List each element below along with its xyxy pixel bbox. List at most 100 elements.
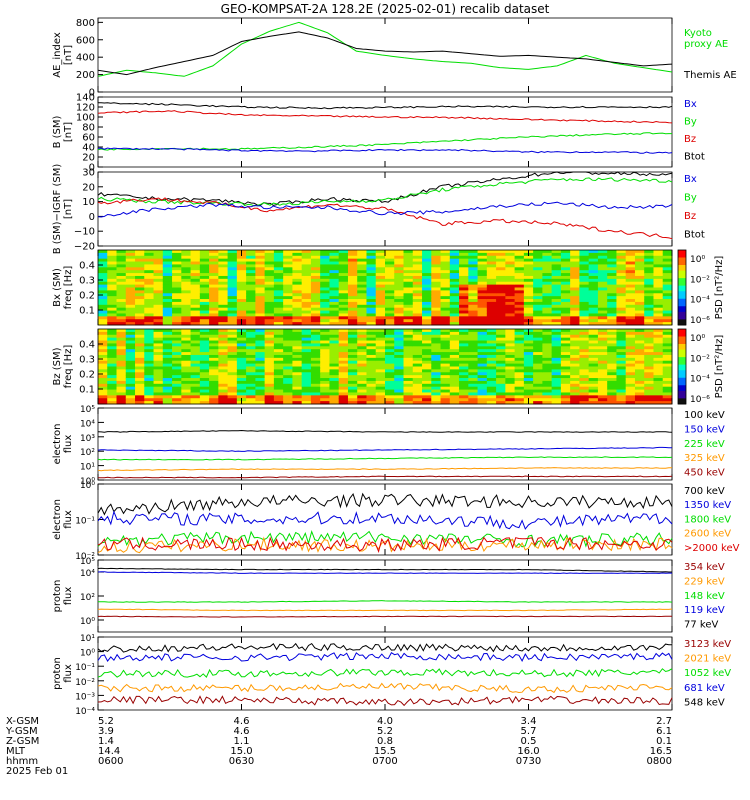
spectrogram-cell (264, 346, 275, 350)
spectrogram-cell (597, 357, 608, 362)
spectrogram-cell (172, 331, 182, 336)
spectrogram-cell (135, 264, 145, 268)
spectrogram-cell (375, 369, 386, 373)
spectrogram-cell (218, 369, 229, 373)
spectrogram-cell (505, 369, 516, 373)
spectrogram-cell (653, 261, 664, 265)
spectrogram-cell (514, 346, 525, 350)
spectrogram-cell (227, 287, 238, 291)
spectrogram-cell (431, 278, 442, 283)
spectrogram-cell (347, 392, 358, 396)
spectrogram-cell (375, 307, 386, 312)
spectrogram-cell (523, 284, 534, 288)
spectrogram-cell (579, 270, 590, 274)
spectrogram-cell (468, 293, 479, 297)
spectrogram-cell (283, 395, 293, 399)
spectrogram-cell (505, 284, 516, 288)
spectrogram-cell (449, 331, 460, 336)
spectrogram-cell (116, 319, 127, 323)
spectrogram-cell (172, 378, 182, 382)
spectrogram-cell (375, 316, 386, 320)
spectrogram-cell (477, 395, 488, 399)
spectrogram-cell (107, 322, 118, 326)
spectrogram-cell (338, 346, 349, 350)
spectrogram-cell (329, 304, 340, 309)
spectrogram-cell (394, 287, 405, 291)
spectrogram-cell (431, 304, 442, 309)
spectrogram-cell (616, 363, 627, 367)
spectrogram-cell (403, 264, 414, 268)
spectrogram-cell (422, 278, 432, 283)
spectrogram-cell (662, 284, 673, 288)
spectrogram-cell (607, 334, 617, 339)
spectrogram-cell (449, 310, 460, 314)
spectrogram-cell (107, 281, 118, 286)
spectrogram-cell (486, 264, 497, 268)
spectrogram-cell (588, 261, 599, 265)
spectrogram-cell (98, 281, 108, 286)
spectrogram-cell (533, 354, 543, 359)
spectrogram-cell (357, 296, 367, 300)
spectrogram-cell (153, 392, 164, 396)
spectrogram-cell (560, 304, 571, 309)
spectrogram-cell (255, 375, 266, 379)
spectrogram-cell (199, 334, 210, 339)
spectrogram-cell (283, 340, 293, 344)
spectrogram-cell (468, 296, 479, 300)
colorbar-segment (678, 250, 686, 253)
spectrogram-cell (236, 363, 247, 367)
spectrogram-cell (449, 290, 460, 294)
spectrogram-cell (588, 331, 599, 336)
spectrogram-cell (283, 319, 293, 323)
x-row-value: 0700 (372, 756, 397, 767)
spectrogram-cell (486, 357, 497, 362)
spectrogram-cell (523, 357, 534, 362)
spectrogram-cell (607, 383, 617, 388)
spectrogram-cell (459, 281, 469, 286)
spectrogram-cell (449, 278, 460, 283)
spectrogram-cell (264, 301, 275, 306)
spectrogram-cell (190, 372, 201, 376)
spectrogram-cell (394, 319, 405, 323)
spectrogram-cell (162, 383, 173, 388)
spectrogram-cell (246, 398, 256, 402)
spectrogram-cell (551, 366, 562, 370)
spectrogram-cell (588, 258, 599, 263)
spectrogram-cell (218, 398, 229, 402)
spectrogram-cell (125, 395, 136, 399)
spectrogram-cell (218, 296, 229, 300)
spectrogram-cell (144, 378, 155, 382)
spectrogram-cell (181, 372, 192, 376)
x-row-value: 4.6 (234, 726, 250, 737)
spectrogram-cell (523, 270, 534, 274)
spectrogram-cell (440, 383, 451, 388)
spectrogram-cell (181, 366, 192, 370)
spectrogram-cell (301, 270, 312, 274)
spectrogram-cell (653, 349, 664, 353)
spectrogram-cell (375, 357, 386, 362)
x-row-value: 15.0 (230, 746, 252, 757)
spectrogram-cell (477, 301, 488, 306)
spectrogram-cell (644, 363, 654, 367)
spectrogram-cell (301, 398, 312, 402)
spectrogram-cell (542, 354, 553, 359)
spectrogram-cell (172, 334, 182, 339)
spectrogram-cell (366, 337, 377, 342)
spectrogram-cell (385, 329, 395, 333)
spectrogram-cell (607, 293, 617, 297)
spectrogram-cell (320, 378, 330, 382)
spectrogram-cell (560, 337, 571, 342)
spectrogram-cell (320, 329, 330, 333)
spectrogram-cell (570, 258, 580, 263)
spectrogram-cell (422, 346, 432, 350)
spectrogram-cell (588, 293, 599, 297)
spectrogram-cell (644, 273, 654, 277)
spectrogram-cell (422, 389, 432, 393)
spectrogram-cell (199, 363, 210, 367)
spectrogram-cell (514, 267, 525, 271)
spectrogram-cell (107, 307, 118, 312)
spectrogram-cell (227, 329, 238, 333)
spectrogram-cell (560, 375, 571, 379)
spectrogram-cell (116, 307, 127, 312)
spectrogram-cell (218, 334, 229, 339)
